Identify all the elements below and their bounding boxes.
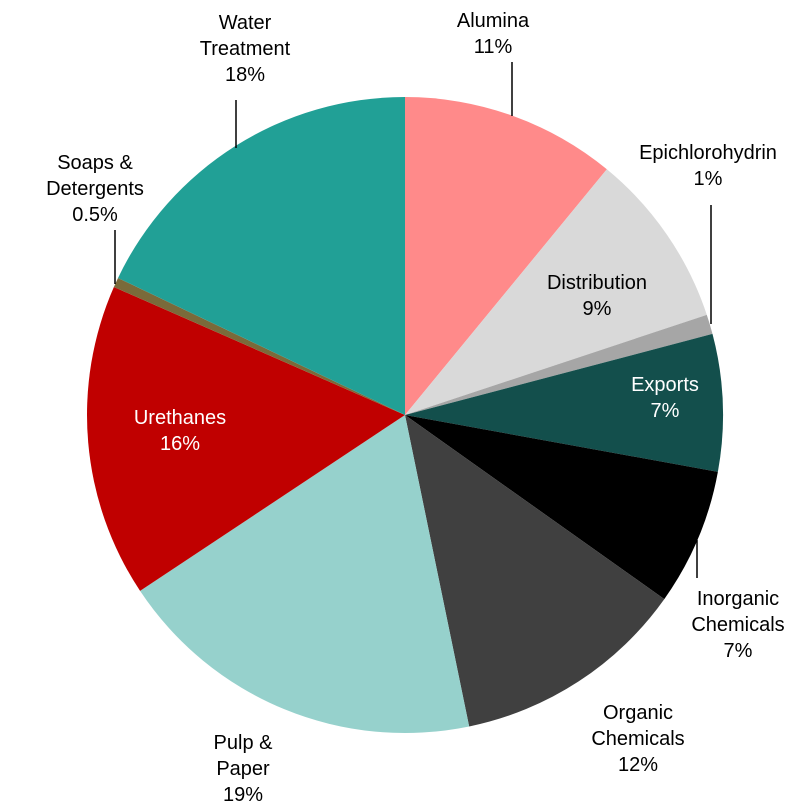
value-label: 19% <box>222 784 264 806</box>
pie-slice <box>405 97 607 415</box>
slice-label: Urethanes 16% <box>100 405 260 457</box>
pie-slice <box>405 415 718 600</box>
pie-slice <box>405 415 665 727</box>
slice-label: Alumina 11% <box>433 8 553 60</box>
pie-slice <box>86 287 406 591</box>
slice-label: Pulp & Paper 19% <box>203 730 283 808</box>
category-label: Epichlorohydrin <box>639 142 777 164</box>
category-label: Soaps & Detergents <box>46 152 144 200</box>
pie-slice <box>113 277 406 415</box>
value-label: 7% <box>650 400 680 422</box>
pie-slice <box>140 415 470 733</box>
category-label: Organic Chemicals <box>591 702 685 750</box>
value-label: 11% <box>473 36 513 58</box>
value-label: 9% <box>582 298 612 320</box>
pie-slice <box>405 169 707 415</box>
value-label: 0.5% <box>72 204 118 226</box>
value-label: 12% <box>617 754 659 776</box>
category-label: Pulp & Paper <box>213 732 273 780</box>
pie-slice <box>405 314 713 415</box>
leader-lines <box>114 62 712 578</box>
category-label: Exports <box>631 374 699 396</box>
pie-slice <box>405 333 723 472</box>
slice-label: Organic Chemicals 12% <box>573 700 703 778</box>
value-label: 18% <box>224 64 266 86</box>
category-label: Inorganic Chemicals <box>691 588 785 636</box>
slice-label: Water Treatment 18% <box>180 10 310 88</box>
pie-slice <box>118 97 405 415</box>
slice-label: Inorganic Chemicals 7% <box>673 586 800 664</box>
slice-label: Distribution 9% <box>517 270 677 322</box>
category-label: Water Treatment <box>199 12 291 60</box>
slice-label: Epichlorohydrin 1% <box>623 140 793 192</box>
category-label: Urethanes <box>133 407 227 429</box>
value-label: 1% <box>693 168 723 190</box>
value-label: 16% <box>159 433 201 455</box>
value-label: 7% <box>723 640 753 662</box>
slice-label: Exports 7% <box>605 372 725 424</box>
category-label: Distribution <box>546 272 648 294</box>
slice-label: Soaps & Detergents 0.5% <box>35 150 155 228</box>
category-label: Alumina <box>456 10 530 32</box>
